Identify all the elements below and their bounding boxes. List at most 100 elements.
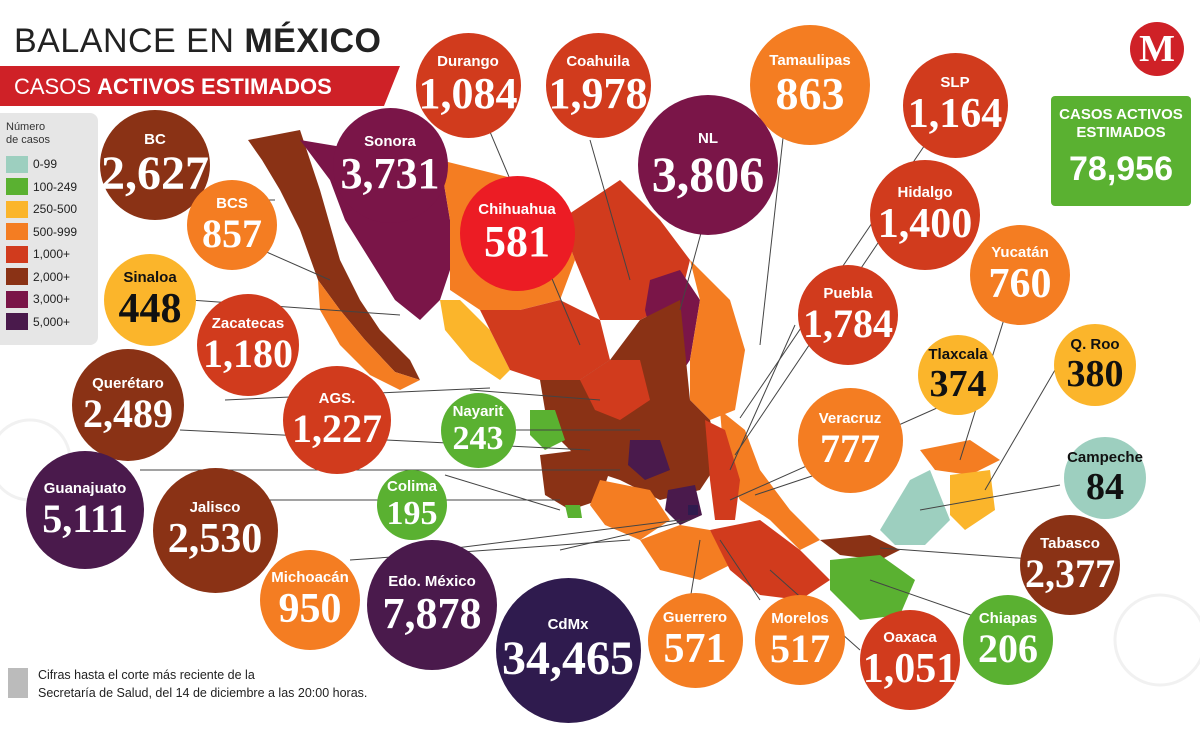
state-value: 581 <box>484 217 550 266</box>
source-note: Cifras hasta el corte más reciente de la… <box>8 666 367 702</box>
legend-label: 500-999 <box>33 224 78 239</box>
legend-swatch <box>6 268 28 286</box>
state-bubble-oaxaca: Oaxaca 1,051 <box>860 610 960 710</box>
state-name: Veracruz <box>818 410 882 427</box>
state-bubble-tabasco: Tabasco 2,377 <box>1020 515 1120 615</box>
state-bubble-puebla: Puebla 1,784 <box>798 265 898 365</box>
state-name: Puebla <box>823 285 873 302</box>
state-value: 1,051 <box>862 646 958 692</box>
state-value: 1,400 <box>877 201 973 247</box>
state-bubble-nl: NL 3,806 <box>638 95 778 235</box>
state-value: 7,878 <box>382 589 482 638</box>
state-value: 448 <box>118 286 182 332</box>
state-value: 1,978 <box>548 69 648 118</box>
state-value: 857 <box>202 211 262 256</box>
total-label: CASOS ACTIVOS ESTIMADOS <box>1059 106 1183 141</box>
legend-swatch <box>6 155 28 173</box>
state-name: Durango <box>437 53 499 70</box>
legend-label: 5,000+ <box>33 314 71 329</box>
campeche-region <box>880 470 950 545</box>
subtitle-bar <box>0 66 400 106</box>
chiapas-region <box>830 555 915 620</box>
colima-region <box>565 505 582 518</box>
state-value: 195 <box>386 495 438 532</box>
guanajuato-region <box>628 440 670 480</box>
state-value: 517 <box>770 626 830 671</box>
state-bubble-michoac-n: Michoacán 950 <box>260 550 360 650</box>
michoacan-region <box>590 480 670 540</box>
state-name: Tlaxcala <box>928 346 988 363</box>
state-value: 863 <box>775 68 845 119</box>
state-name: Colima <box>386 478 437 495</box>
state-name: CdMx <box>547 616 589 633</box>
state-value: 34,465 <box>502 632 634 685</box>
state-name: SLP <box>940 74 970 91</box>
state-value: 3,731 <box>340 149 440 198</box>
state-name: Guanajuato <box>43 480 127 497</box>
state-value: 1,180 <box>203 331 293 376</box>
state-name: Chiapas <box>978 610 1038 627</box>
state-value: 950 <box>278 586 342 632</box>
legend: Número de casos 0-99 100-249 250-500 500-99… <box>0 113 98 345</box>
legend-swatch <box>6 290 28 308</box>
veracruz-region <box>720 410 820 550</box>
state-name: Jalisco <box>189 499 241 516</box>
legend-item: 5,000+ <box>6 311 98 334</box>
bcs-region <box>318 280 420 390</box>
state-value: 2,627 <box>101 147 209 200</box>
state-bubble-jalisco: Jalisco 2,530 <box>152 467 278 593</box>
legend-swatch <box>6 313 28 331</box>
state-value: 1,227 <box>292 406 382 451</box>
state-value: 2,377 <box>1025 551 1115 596</box>
legend-swatch <box>6 200 28 218</box>
state-bubble-zacatecas: Zacatecas 1,180 <box>197 294 299 396</box>
state-value: 374 <box>929 363 987 405</box>
legend-label: 100-249 <box>33 179 78 194</box>
legend-swatch <box>6 178 28 196</box>
legend-item: 500-999 <box>6 221 98 244</box>
jalisco-region <box>540 450 610 510</box>
legend-item: 250-500 <box>6 198 98 221</box>
state-name: Querétaro <box>92 375 164 392</box>
state-bubble-ags: AGS. 1,227 <box>283 366 391 474</box>
state-value: 760 <box>988 261 1052 307</box>
state-name: BCS <box>216 195 248 212</box>
state-bubble-tlaxcala: Tlaxcala 374 <box>918 335 998 415</box>
state-name: NL <box>698 130 718 147</box>
guerrero-region <box>640 525 730 580</box>
state-bubble-veracruz: Veracruz 777 <box>797 387 903 493</box>
state-name: Tamaulipas <box>769 52 851 69</box>
state-bubble-hidalgo: Hidalgo 1,400 <box>870 160 980 270</box>
state-bubble-morelos: Morelos 517 <box>755 595 845 685</box>
state-value: 777 <box>820 426 880 471</box>
state-name: Sinaloa <box>123 269 177 286</box>
page-subtitle: CASOS ACTIVOS ESTIMADOS <box>14 74 332 99</box>
state-value: 84 <box>1086 466 1124 508</box>
state-bubble-chihuahua: Chihuahua 581 <box>459 175 575 291</box>
note-marker <box>8 668 28 698</box>
state-value: 1,164 <box>907 91 1003 137</box>
legend-label: 1,000+ <box>33 247 71 262</box>
state-name: Zacatecas <box>211 315 285 332</box>
state-name: BC <box>144 131 166 148</box>
state-name: AGS. <box>318 390 356 407</box>
qroo-region <box>950 470 995 530</box>
state-name: Michoacán <box>271 569 349 586</box>
state-value: 1,084 <box>418 69 518 118</box>
state-name: Sonora <box>364 133 416 150</box>
state-bubble-q-roo: Q. Roo 380 <box>1054 324 1136 406</box>
state-value: 243 <box>452 420 504 457</box>
zacatecas-region <box>580 360 650 420</box>
state-bubble-sonora: Sonora 3,731 <box>332 107 448 223</box>
legend-item: 100-249 <box>6 176 98 199</box>
state-name: Chihuahua <box>478 201 556 218</box>
oaxaca-region <box>710 520 830 600</box>
state-value: 571 <box>663 626 727 672</box>
state-value: 3,806 <box>651 146 765 202</box>
legend-swatch <box>6 245 28 263</box>
state-bubble-cdmx: CdMx 34,465 <box>495 577 641 723</box>
legend-label: 250-500 <box>33 202 78 217</box>
state-bubble-bcs: BCS 857 <box>187 180 277 270</box>
state-name: Oaxaca <box>883 629 937 646</box>
legend-item: 0-99 <box>6 153 98 176</box>
